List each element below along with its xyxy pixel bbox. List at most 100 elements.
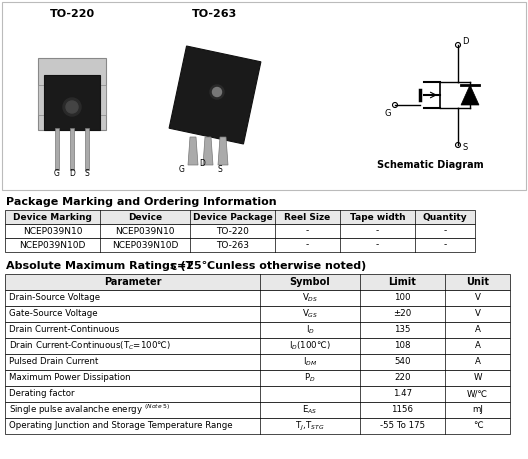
Circle shape: [212, 88, 222, 96]
Text: Tape width: Tape width: [350, 213, 406, 222]
Text: mJ: mJ: [472, 405, 483, 414]
Text: -55 To 175: -55 To 175: [380, 421, 425, 431]
Text: A: A: [475, 325, 480, 335]
Circle shape: [63, 81, 81, 99]
Bar: [38, 58, 106, 130]
Circle shape: [66, 84, 78, 96]
Text: G: G: [179, 166, 185, 174]
Text: I$_{DM}$: I$_{DM}$: [303, 356, 317, 368]
Text: V$_{GS}$: V$_{GS}$: [302, 308, 318, 320]
Bar: [5, 386, 510, 402]
Polygon shape: [203, 137, 213, 165]
Bar: [98, 85, 106, 115]
Bar: [5, 354, 510, 370]
Text: Reel Size: Reel Size: [285, 213, 331, 222]
Text: D: D: [69, 169, 75, 179]
Text: -: -: [306, 226, 309, 235]
Bar: [5, 306, 510, 322]
Text: Drain Current-Continuous: Drain Current-Continuous: [9, 325, 119, 335]
Text: 1.47: 1.47: [393, 390, 412, 398]
Polygon shape: [188, 137, 198, 165]
Text: P$_{D}$: P$_{D}$: [304, 372, 316, 384]
Text: -: -: [444, 241, 447, 250]
Text: S: S: [463, 144, 468, 152]
Polygon shape: [218, 137, 228, 165]
Bar: [5, 238, 475, 252]
Text: NCEP039N10: NCEP039N10: [23, 226, 82, 235]
Text: Unit: Unit: [466, 277, 489, 287]
Polygon shape: [169, 46, 261, 144]
Text: ±20: ±20: [393, 309, 412, 319]
Bar: [5, 274, 510, 290]
Text: Schematic Diagram: Schematic Diagram: [376, 160, 483, 170]
Bar: [2, 2, 526, 190]
Bar: [5, 290, 510, 306]
Text: V$_{DS}$: V$_{DS}$: [302, 292, 318, 304]
Text: S: S: [84, 169, 89, 179]
Text: G: G: [54, 169, 60, 179]
Text: Symbol: Symbol: [290, 277, 331, 287]
Text: E$_{AS}$: E$_{AS}$: [303, 404, 318, 416]
Text: =25℃unless otherwise noted): =25℃unless otherwise noted): [177, 261, 366, 271]
Circle shape: [63, 98, 81, 116]
Text: Device: Device: [128, 213, 162, 222]
Text: Device Marking: Device Marking: [13, 213, 92, 222]
Text: ℃: ℃: [473, 421, 482, 431]
Text: Drain-Source Voltage: Drain-Source Voltage: [9, 293, 100, 302]
Text: V: V: [475, 293, 480, 302]
Bar: [44, 75, 100, 130]
Text: Operating Junction and Storage Temperature Range: Operating Junction and Storage Temperatu…: [9, 421, 233, 431]
Text: Pulsed Drain Current: Pulsed Drain Current: [9, 358, 98, 366]
Bar: [85, 128, 89, 170]
Text: W: W: [473, 374, 482, 382]
Text: A: A: [475, 341, 480, 351]
Text: Package Marking and Ordering Information: Package Marking and Ordering Information: [6, 197, 277, 207]
Text: TO-220: TO-220: [50, 9, 95, 19]
Text: -: -: [376, 226, 379, 235]
Text: Maximum Power Dissipation: Maximum Power Dissipation: [9, 374, 130, 382]
Bar: [70, 128, 74, 170]
Text: Gate-Source Voltage: Gate-Source Voltage: [9, 309, 98, 319]
Text: TO-220: TO-220: [216, 226, 249, 235]
Text: NCEP039N10: NCEP039N10: [115, 226, 175, 235]
Text: A: A: [475, 358, 480, 366]
Text: Device Package: Device Package: [193, 213, 272, 222]
Text: TO-263: TO-263: [216, 241, 249, 250]
Text: Absolute Maximum Ratings (T: Absolute Maximum Ratings (T: [6, 261, 193, 271]
Text: D: D: [462, 38, 468, 46]
Bar: [5, 402, 510, 418]
Text: -: -: [376, 241, 379, 250]
Bar: [5, 224, 475, 238]
Text: V: V: [475, 309, 480, 319]
Text: 135: 135: [394, 325, 411, 335]
Bar: [5, 322, 510, 338]
Text: 220: 220: [394, 374, 411, 382]
Text: Single pulse avalanche energy $^{(Note\ 5)}$: Single pulse avalanche energy $^{(Note\ …: [9, 403, 171, 417]
Text: -: -: [444, 226, 447, 235]
Text: D: D: [199, 158, 205, 168]
Text: NCEP039N10D: NCEP039N10D: [112, 241, 178, 250]
Bar: [5, 210, 475, 224]
Bar: [5, 370, 510, 386]
Text: -: -: [306, 241, 309, 250]
Bar: [55, 128, 59, 170]
Text: 1156: 1156: [391, 405, 413, 414]
Text: TO-263: TO-263: [192, 9, 238, 19]
Text: S: S: [218, 166, 222, 174]
Circle shape: [210, 85, 224, 99]
Circle shape: [66, 101, 78, 113]
Text: 540: 540: [394, 358, 411, 366]
Polygon shape: [461, 85, 479, 105]
Text: W/℃: W/℃: [467, 390, 488, 398]
Text: 100: 100: [394, 293, 411, 302]
Text: Limit: Limit: [389, 277, 417, 287]
Bar: [5, 338, 510, 354]
Text: I$_D$(100℃): I$_D$(100℃): [289, 340, 331, 352]
Text: Parameter: Parameter: [103, 277, 161, 287]
Text: NCEP039N10D: NCEP039N10D: [20, 241, 86, 250]
Text: T$_J$,T$_{STG}$: T$_J$,T$_{STG}$: [295, 420, 325, 432]
Text: 108: 108: [394, 341, 411, 351]
Text: G: G: [385, 108, 391, 118]
Text: I$_{D}$: I$_{D}$: [306, 324, 315, 336]
Text: Quantity: Quantity: [423, 213, 467, 222]
